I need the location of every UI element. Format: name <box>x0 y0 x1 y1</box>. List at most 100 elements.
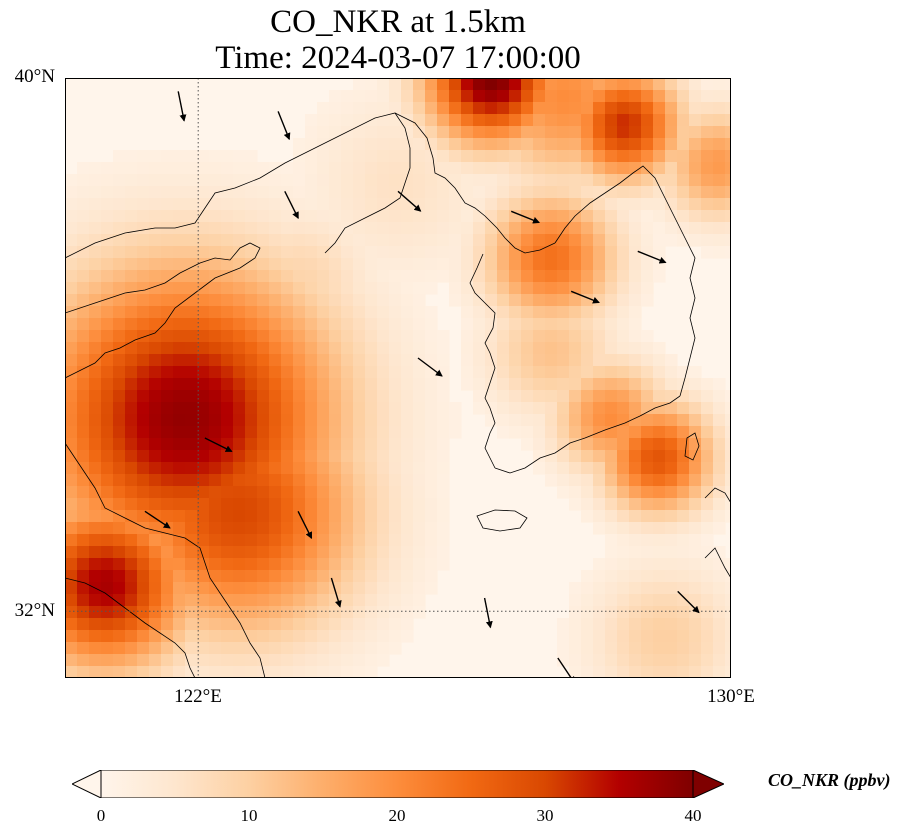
field-cell <box>101 258 114 271</box>
field-cell <box>149 534 162 547</box>
field-cell <box>593 318 606 331</box>
field-cell <box>389 474 402 487</box>
field-cell <box>629 102 642 115</box>
field-cell <box>197 282 210 295</box>
field-cell <box>125 582 138 595</box>
field-cell <box>569 402 582 415</box>
field-cell <box>341 258 354 271</box>
field-cell <box>149 390 162 403</box>
field-cell <box>425 258 438 271</box>
field-cell <box>89 594 102 607</box>
field-cell <box>509 114 522 127</box>
field-cell <box>365 522 378 535</box>
field-cell <box>509 366 522 379</box>
field-cell <box>77 162 90 175</box>
field-cell <box>713 498 726 511</box>
field-cell <box>449 234 462 247</box>
field-cell <box>473 198 486 211</box>
field-cell <box>581 486 594 499</box>
field-cell <box>365 606 378 619</box>
field-cell <box>173 342 186 355</box>
field-cell <box>569 630 582 643</box>
field-cell <box>581 630 594 643</box>
field-cell <box>185 666 198 678</box>
field-cell <box>461 318 474 331</box>
field-cell <box>329 162 342 175</box>
field-cell <box>89 630 102 643</box>
field-cell <box>173 474 186 487</box>
field-cell <box>701 570 714 583</box>
field-cell <box>593 558 606 571</box>
field-cell <box>161 546 174 559</box>
field-cell <box>125 402 138 415</box>
field-cell <box>437 366 450 379</box>
field-cell <box>113 198 126 211</box>
field-cell <box>293 366 306 379</box>
field-cell <box>701 450 714 463</box>
field-cell <box>713 174 726 187</box>
field-cell <box>365 486 378 499</box>
field-cell <box>437 150 450 163</box>
field-cell <box>221 246 234 259</box>
field-cell <box>161 258 174 271</box>
field-cell <box>197 150 210 163</box>
field-cell <box>581 474 594 487</box>
field-cell <box>185 282 198 295</box>
field-cell <box>209 414 222 427</box>
field-cell <box>653 78 666 91</box>
wind-arrow <box>677 590 700 614</box>
field-cell <box>101 450 114 463</box>
field-cell <box>197 654 210 667</box>
field-cell <box>293 558 306 571</box>
field-cell <box>269 582 282 595</box>
field-cell <box>413 426 426 439</box>
field-cell <box>605 282 618 295</box>
field-cell <box>257 270 270 283</box>
field-cell <box>125 390 138 403</box>
field-cell <box>293 246 306 259</box>
field-cell <box>437 414 450 427</box>
field-cell <box>341 594 354 607</box>
field-cell <box>269 462 282 475</box>
field-cell <box>209 594 222 607</box>
field-cell <box>677 138 690 151</box>
field-cell <box>317 330 330 343</box>
field-cell <box>245 582 258 595</box>
field-cell <box>665 390 678 403</box>
field-cell <box>533 102 546 115</box>
field-cell <box>617 462 630 475</box>
field-cell <box>341 522 354 535</box>
field-cell <box>269 234 282 247</box>
field-cell <box>209 474 222 487</box>
field-cell <box>677 618 690 631</box>
field-cell <box>485 222 498 235</box>
field-cell <box>365 342 378 355</box>
field-cell <box>413 402 426 415</box>
field-cell <box>413 558 426 571</box>
field-cell <box>137 606 150 619</box>
field-cell <box>293 486 306 499</box>
field-cell <box>545 198 558 211</box>
field-cell <box>329 342 342 355</box>
field-cell <box>533 258 546 271</box>
field-cell <box>581 366 594 379</box>
field-cell <box>113 402 126 415</box>
field-cell <box>497 174 510 187</box>
field-cell <box>617 366 630 379</box>
field-cell <box>317 618 330 631</box>
field-cell <box>581 258 594 271</box>
field-cell <box>269 390 282 403</box>
field-cell <box>713 222 726 235</box>
field-cell <box>353 474 366 487</box>
field-cell <box>233 546 246 559</box>
field-cell <box>365 162 378 175</box>
field-cell <box>389 582 402 595</box>
field-cell <box>617 126 630 139</box>
field-cell <box>557 162 570 175</box>
field-cell <box>137 462 150 475</box>
field-cell <box>245 354 258 367</box>
field-cell <box>257 414 270 427</box>
field-cell <box>257 654 270 667</box>
field-cell <box>137 330 150 343</box>
field-cell <box>461 342 474 355</box>
